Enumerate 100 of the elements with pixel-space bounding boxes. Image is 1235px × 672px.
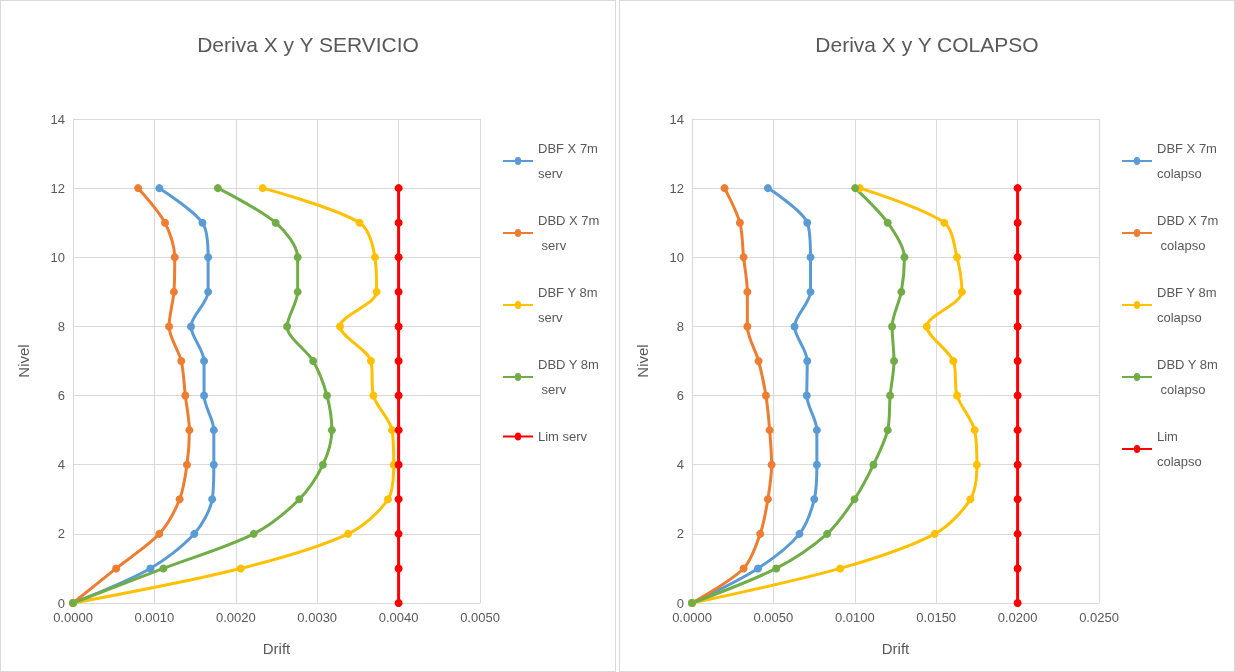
point	[309, 357, 318, 365]
point	[883, 426, 892, 435]
point	[394, 599, 403, 607]
point	[1013, 426, 1022, 435]
x-axis-title: Drift	[262, 640, 292, 657]
point	[388, 426, 397, 435]
point	[772, 564, 781, 573]
y-tick-label: 8	[676, 318, 684, 334]
point	[940, 218, 949, 227]
point	[236, 564, 245, 573]
point	[949, 357, 958, 365]
y-tick-label: 8	[57, 318, 65, 334]
chart-title: Deriva X y Y COLAPSO	[815, 33, 1039, 56]
point	[394, 426, 403, 435]
x-axis-title: Drift	[881, 640, 911, 657]
point	[802, 391, 811, 400]
point	[394, 322, 403, 331]
point	[812, 426, 821, 435]
point	[182, 460, 191, 469]
point	[134, 184, 143, 193]
x-tick-label: 0.0050	[460, 610, 500, 625]
point	[869, 460, 878, 469]
point	[756, 529, 765, 538]
point	[1013, 253, 1022, 262]
x-tick-label: 0.0200	[997, 610, 1038, 625]
point	[200, 357, 209, 365]
point	[806, 287, 815, 296]
point	[204, 287, 213, 296]
point	[803, 218, 812, 227]
point	[112, 564, 121, 573]
point	[803, 357, 812, 365]
point	[160, 218, 169, 227]
point	[851, 184, 860, 193]
x-tick-label: 0.0250	[1079, 610, 1119, 625]
legend-label: DBD Y 8m serv	[538, 357, 599, 397]
y-tick-label: 4	[57, 457, 65, 473]
point	[1013, 495, 1022, 504]
point	[170, 253, 179, 262]
y-tick-label: 0	[57, 595, 65, 611]
point	[1013, 357, 1022, 365]
point	[181, 391, 190, 400]
point	[735, 218, 744, 227]
y-axis-title: Nivel	[15, 344, 32, 378]
point	[283, 322, 292, 331]
point	[213, 184, 222, 193]
point	[743, 322, 752, 331]
point	[155, 529, 164, 538]
point	[888, 322, 897, 331]
x-tick-label: 0.0010	[134, 610, 175, 625]
point	[394, 495, 403, 504]
legend-label: DBF Y 8m serv	[538, 285, 602, 325]
point	[394, 564, 403, 573]
point	[271, 218, 280, 227]
point	[970, 426, 979, 435]
x-tick-label: 0.0020	[215, 610, 256, 625]
x-tick-label: 0.0150	[916, 610, 957, 625]
point	[900, 253, 909, 262]
x-tick-label: 0.0050	[753, 610, 794, 625]
point	[394, 287, 403, 296]
x-tick-label: 0.0040	[378, 610, 419, 625]
legend-label: DBF Y 8m colapso	[1157, 285, 1221, 325]
point	[922, 322, 931, 331]
y-axis-title: Nivel	[634, 344, 651, 378]
point	[355, 218, 364, 227]
point	[1013, 287, 1022, 296]
y-tick-label: 14	[50, 111, 65, 127]
point	[930, 529, 939, 538]
y-tick-label: 6	[676, 388, 684, 404]
legend-label: DBF X 7m colapso	[1157, 141, 1221, 181]
point	[823, 529, 832, 538]
point	[394, 529, 403, 538]
point	[1013, 322, 1022, 331]
legend-label: DBD X 7m serv	[538, 213, 600, 253]
legend-label: Lim colapso	[1157, 429, 1202, 469]
x-tick-label: 0.0000	[672, 610, 712, 625]
point	[258, 184, 267, 193]
chart-title: Deriva X y Y SERVICIO	[197, 33, 419, 56]
legend-label: DBF X 7m serv	[538, 141, 602, 181]
point	[953, 391, 962, 400]
point	[249, 529, 258, 538]
point	[318, 460, 327, 469]
point	[812, 460, 821, 469]
point	[795, 529, 804, 538]
point	[753, 564, 762, 573]
point	[372, 287, 381, 296]
point	[739, 564, 748, 573]
point	[322, 391, 331, 400]
point	[209, 426, 218, 435]
y-tick-label: 14	[669, 111, 684, 127]
point	[394, 391, 403, 400]
point	[890, 357, 899, 365]
point	[743, 287, 752, 296]
y-tick-label: 10	[669, 249, 684, 265]
point	[886, 391, 895, 400]
legend-label: DBD X 7m colapso	[1157, 213, 1219, 253]
y-tick-label: 2	[676, 526, 684, 542]
point	[763, 495, 772, 504]
point	[883, 218, 892, 227]
point	[209, 460, 218, 469]
point	[754, 357, 763, 365]
